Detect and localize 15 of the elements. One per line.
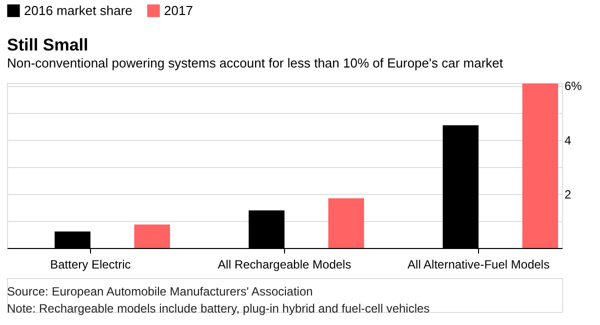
bar <box>522 84 558 248</box>
y-tick-label: 4 <box>564 133 572 148</box>
source-note: Source: European Automobile Manufacturers' Association <box>7 284 313 298</box>
text: Note: Rechargeable models include battery, plug-in hybrid and fuel-cell vehicles <box>7 302 430 316</box>
chart-subtitle: Non-conventional powering systems account for less than 10% of Europe's car market <box>7 56 504 71</box>
x-tick-label: All Rechargeable Models <box>218 258 352 272</box>
y-tick-label: 6% <box>564 79 582 94</box>
chart-title: Still Small <box>7 36 88 55</box>
x-tick-label: All Alternative-Fuel Models <box>408 258 550 272</box>
x-tick-label: Battery Electric <box>50 258 131 272</box>
legend-label: 2016 market share <box>24 2 132 18</box>
bar <box>134 224 170 248</box>
y-tick-label: 2 <box>564 187 572 202</box>
legend-label: 2017 <box>164 2 193 18</box>
bar <box>328 198 364 248</box>
